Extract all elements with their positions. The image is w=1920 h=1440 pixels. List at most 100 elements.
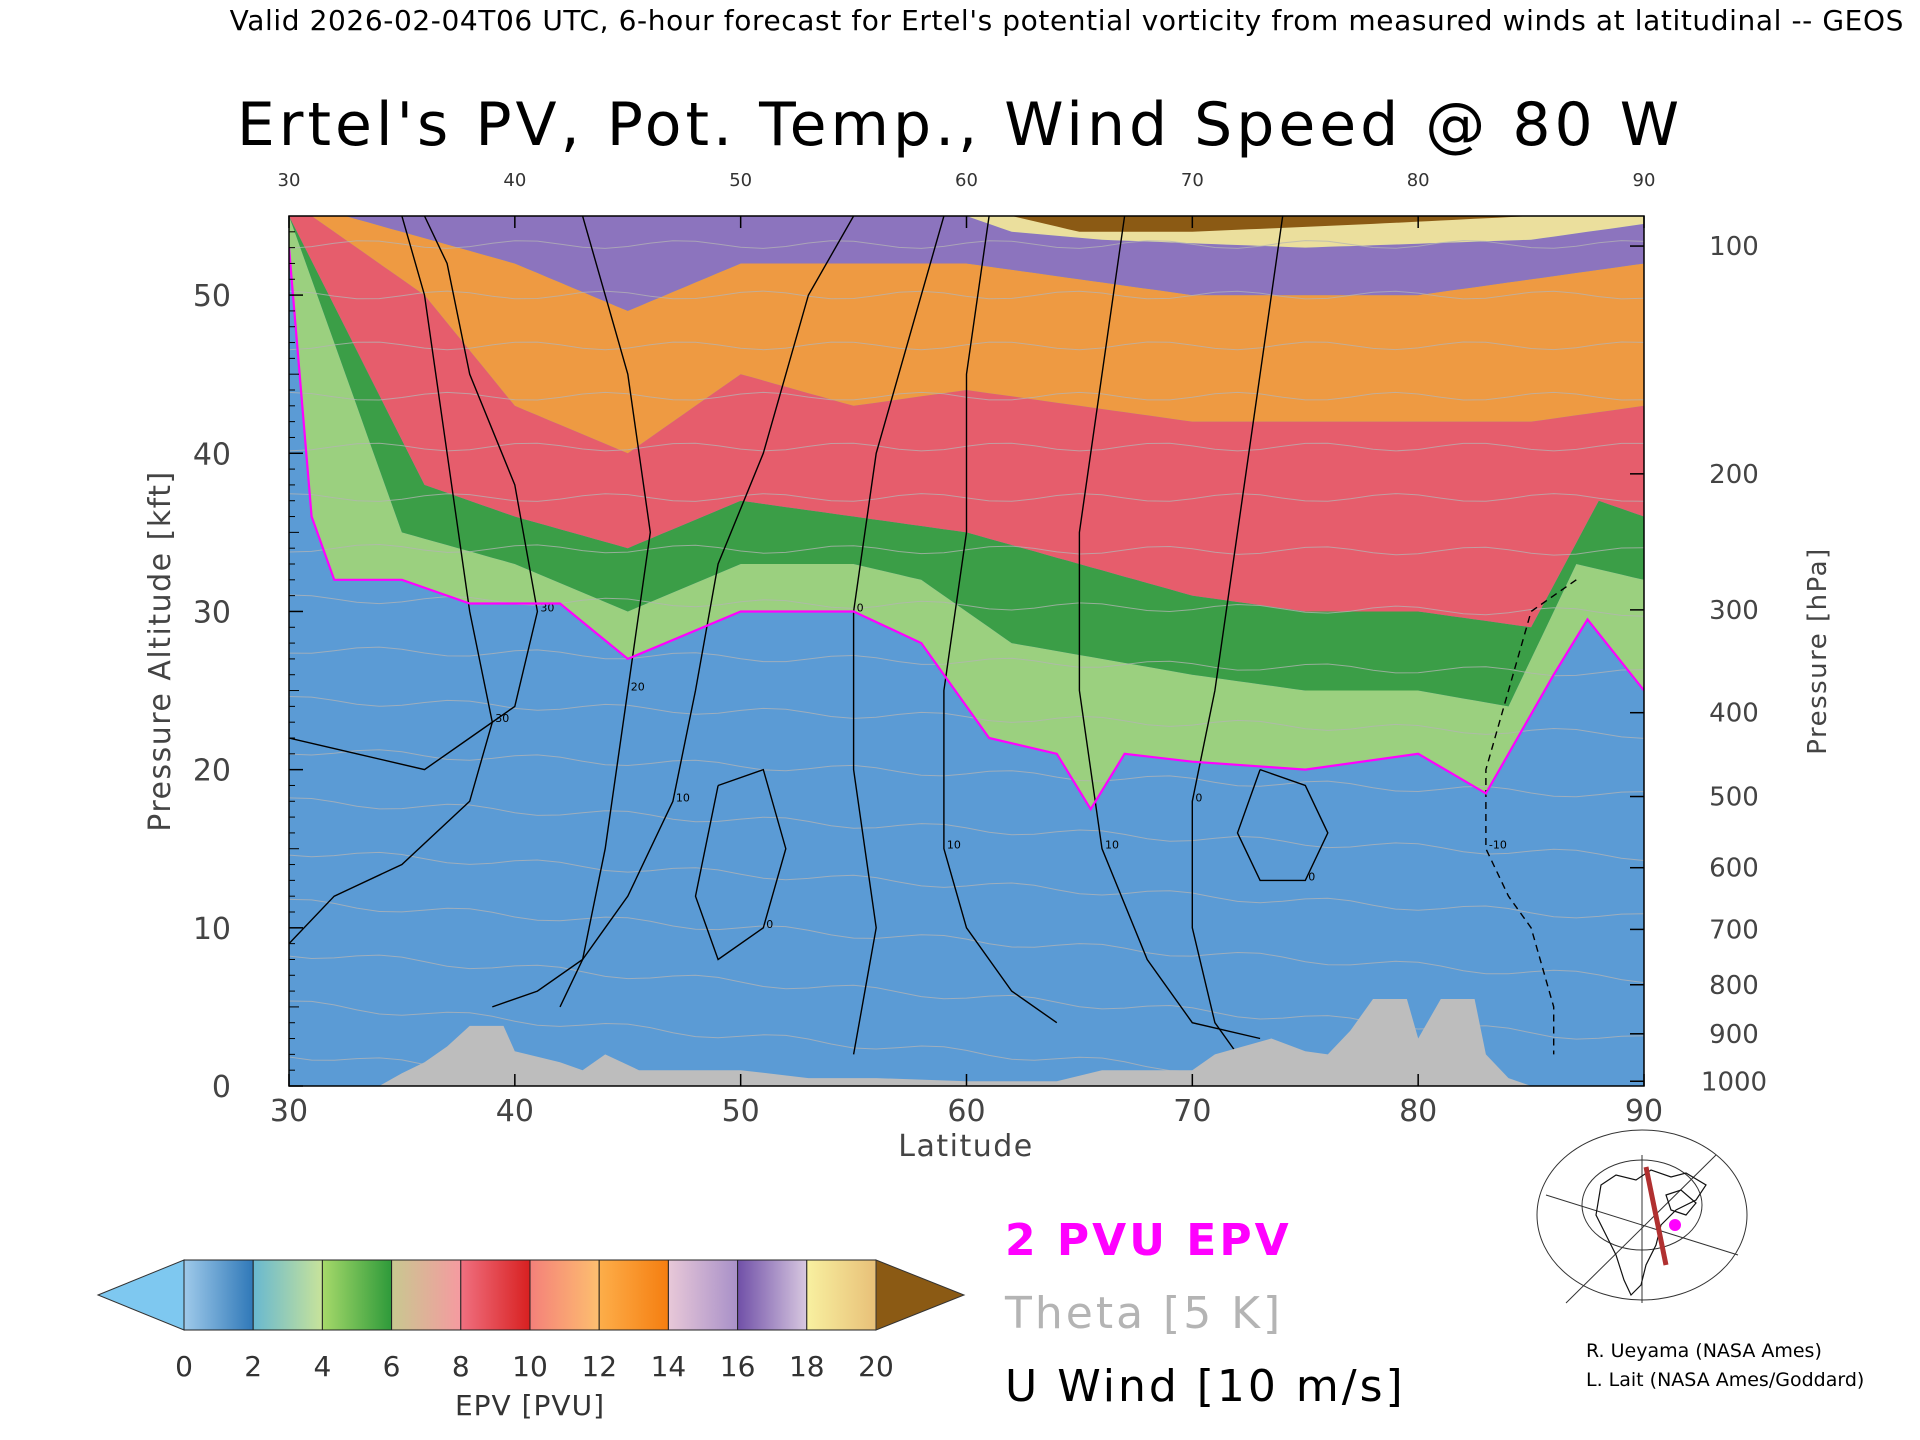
- wind-contour-label: 30: [495, 712, 509, 725]
- right-tick-label: 200: [1709, 460, 1759, 490]
- colorbar-band: [806, 1259, 877, 1331]
- inset-location-marker: [1669, 1219, 1681, 1231]
- colorbar-tick-label: 12: [581, 1350, 617, 1383]
- theta-contour: [289, 290, 1644, 300]
- right-tick-label: 500: [1709, 783, 1759, 813]
- top-tick-label: 60: [955, 170, 978, 191]
- wind-contour: [289, 216, 539, 771]
- tropopause-2pvu: [289, 247, 1644, 812]
- top-tick-label: 70: [1181, 170, 1204, 191]
- left-tick-label: 30: [193, 595, 231, 630]
- bottom-tick-label: 60: [947, 1094, 985, 1129]
- theta-contour: [289, 240, 1644, 249]
- inset-coastline: [1665, 1189, 1697, 1216]
- bottom-axis-ticks: 30 40 50 60 70 80 90: [270, 1074, 1663, 1129]
- wind-contour-label: 10: [676, 791, 690, 804]
- top-axis-ticks: 30 40 50 60 70 80 90: [278, 170, 1656, 228]
- wind-contour: [1078, 216, 1261, 1040]
- wind-contour-label: 0: [857, 601, 864, 614]
- pv-band-2-4: [289, 216, 1644, 810]
- pv-band-10-14: [311, 216, 1644, 454]
- valid-time-header: Valid 2026-02-04T06 UTC, 6-hour forecast…: [229, 4, 1904, 37]
- right-tick-label: 100: [1709, 232, 1759, 262]
- theta-contour: [289, 797, 1644, 861]
- legend-theta: Theta [5 K]: [1005, 1288, 1284, 1339]
- wind-contour: [1191, 216, 1284, 1055]
- left-tick-label: 0: [212, 1070, 231, 1105]
- inset-section-track: [1643, 1166, 1669, 1266]
- colorbar-band: [321, 1259, 393, 1331]
- wind-contour-label: 0: [1308, 870, 1315, 883]
- wind-contour-label: 10: [1105, 839, 1119, 852]
- pv-color-bands: [289, 216, 1644, 1086]
- pv-band-4-6: [289, 216, 1644, 707]
- wind-contour: [1236, 768, 1329, 882]
- top-tick-label: 40: [503, 170, 526, 191]
- left-tick-label: 10: [193, 912, 231, 947]
- colorbar-band: [391, 1259, 462, 1331]
- pv-band-14-18: [345, 216, 1644, 311]
- theta-contour: [289, 646, 1644, 677]
- y-axis-label: Pressure Altitude [kft]: [143, 470, 178, 831]
- colorbar-tick-label: 4: [313, 1350, 331, 1383]
- theta-contour: [289, 696, 1644, 739]
- colorbar-tick-label: 6: [383, 1350, 401, 1383]
- theta-contour: [289, 851, 1644, 919]
- top-tick-label: 80: [1407, 170, 1430, 191]
- credit-line-1: R. Ueyama (NASA Ames): [1586, 1340, 1822, 1362]
- wind-contour: [492, 216, 855, 1008]
- wind-contour-label: -10: [1489, 839, 1507, 852]
- colorbar-tick-label: 18: [789, 1350, 825, 1383]
- theta-contour: [289, 543, 1644, 556]
- top-tick-label: 50: [729, 170, 752, 191]
- theta-contour: [289, 954, 1644, 1040]
- inset-map: [1536, 1129, 1748, 1304]
- chart-title: Ertel's PV, Pot. Temp., Wind Speed @ 80 …: [236, 90, 1684, 160]
- pv-band-over-20: [289, 216, 1644, 232]
- bottom-tick-label: 70: [1173, 1094, 1211, 1129]
- colorbar-tick-label: 2: [244, 1350, 262, 1383]
- wind-contour: [1485, 579, 1577, 1055]
- credit-line-2: L. Lait (NASA Ames/Goddard): [1586, 1369, 1865, 1391]
- bottom-tick-label: 40: [496, 1094, 534, 1129]
- colorbar-tick-label: 20: [858, 1350, 894, 1383]
- right-tick-label: 400: [1709, 699, 1759, 729]
- right-tick-label: 600: [1709, 854, 1759, 884]
- colorbar-tick-label: 0: [175, 1350, 193, 1383]
- wind-contour-label: 10: [947, 839, 961, 852]
- colorbar-label: EPV [PVU]: [455, 1389, 605, 1422]
- x-axis-label: Latitude: [898, 1129, 1033, 1164]
- inset-meridian: [1545, 1194, 1739, 1256]
- top-tick-label: 90: [1633, 170, 1656, 191]
- wind-contours: 30 30 20 10 0 10 10 0 0 0 -10: [289, 216, 1577, 1055]
- right-tick-label: 1000: [1701, 1067, 1767, 1097]
- inset-coastline: [1595, 1169, 1707, 1297]
- left-tick-label: 50: [193, 279, 231, 314]
- bottom-tick-label: 90: [1625, 1094, 1663, 1129]
- left-tick-label: 40: [193, 437, 231, 472]
- right-tick-label: 700: [1709, 915, 1759, 945]
- theta-contour: [289, 749, 1644, 798]
- right-tick-label: 800: [1709, 971, 1759, 1001]
- terrain-fill: [289, 999, 1532, 1086]
- wind-contour: [289, 216, 494, 945]
- legend-u-wind: U Wind [10 m/s]: [1005, 1361, 1406, 1412]
- tropopause-2pvu-line: [289, 247, 1644, 812]
- colorbar-over-arrow: [875, 1259, 966, 1331]
- bottom-tick-label: 50: [722, 1094, 760, 1129]
- wind-contour-label: 30: [540, 601, 554, 614]
- colorbar-band: [252, 1259, 323, 1331]
- colorbar-band: [183, 1259, 254, 1331]
- colorbar-band: [598, 1259, 669, 1331]
- wind-contour-label: 0: [1195, 791, 1202, 804]
- colorbar-under-arrow: [96, 1259, 185, 1331]
- bottom-tick-label: 80: [1399, 1094, 1437, 1129]
- terrain: [289, 999, 1532, 1086]
- colorbar-tick-label: 14: [651, 1350, 687, 1383]
- wind-contour-label: 0: [766, 918, 773, 931]
- colorbar: 0 2 4 6 8 10 12 14 16 18 20 EPV [PVU]: [96, 1259, 966, 1422]
- theta-contour: [289, 898, 1644, 984]
- right-axis-ticks: 1000 900 800 700 600 500 400 300 200 100: [1630, 232, 1767, 1097]
- bottom-tick-label: 30: [270, 1094, 308, 1129]
